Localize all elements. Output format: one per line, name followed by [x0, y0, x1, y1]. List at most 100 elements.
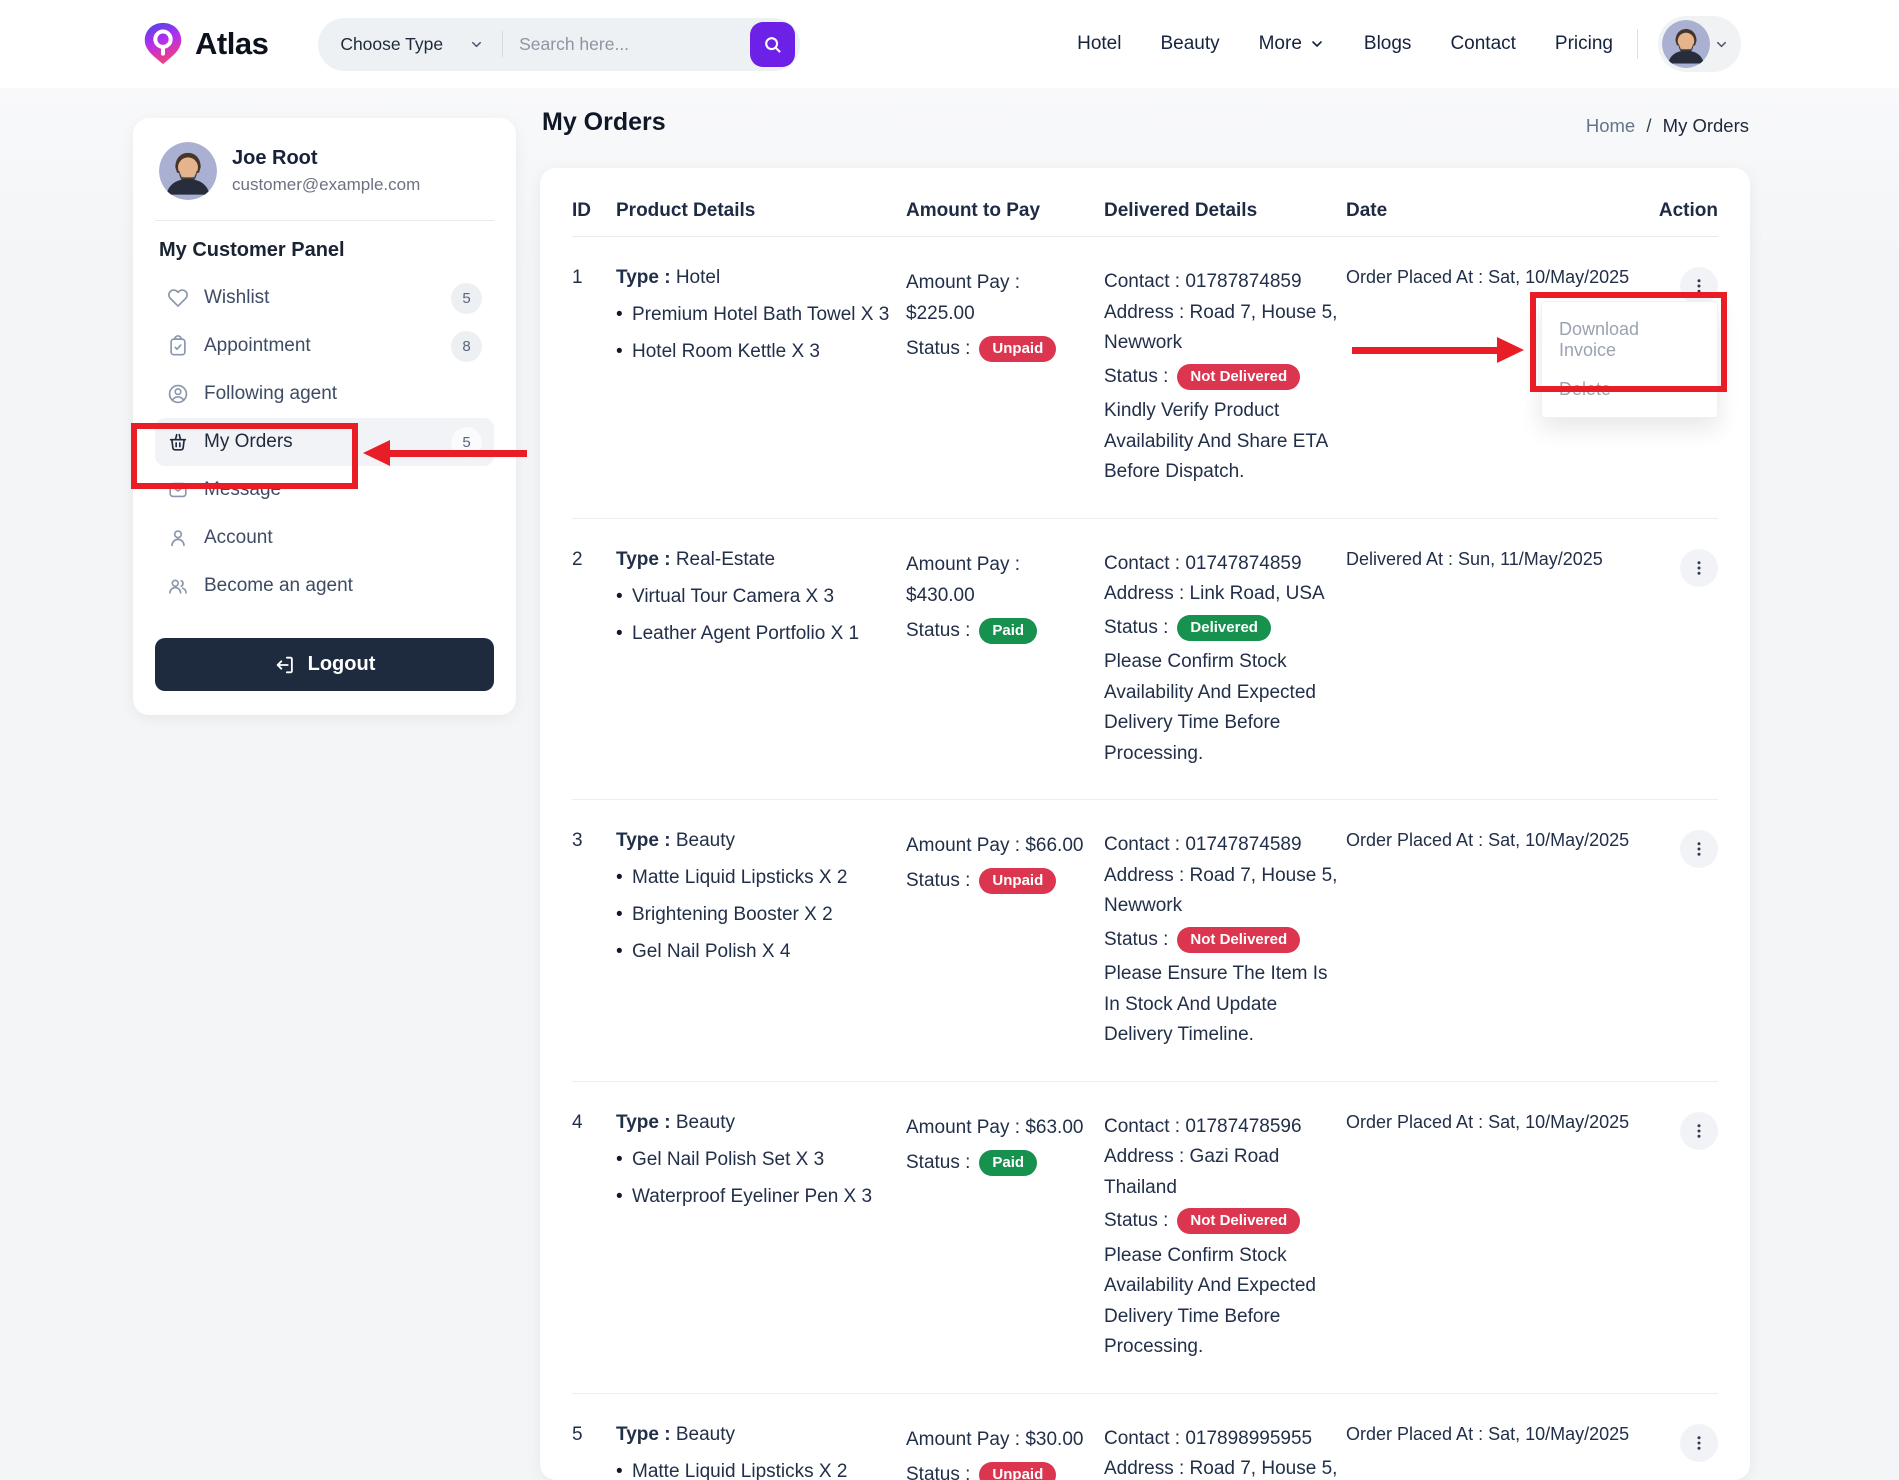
breadcrumb-current: My Orders	[1662, 115, 1749, 136]
amount-cell: Amount Pay : $430.00 Status : Paid	[906, 549, 1104, 644]
user-summary: Joe Root customer@example.com	[155, 142, 494, 200]
delivery-status-badge: Delivered	[1177, 614, 1271, 641]
contact: Contact : 01787478596	[1104, 1115, 1302, 1137]
sidebar-menu: Wishlist 5 Appointment 8 Following agent…	[155, 274, 494, 610]
payment-status-badge: Unpaid	[979, 868, 1057, 894]
delivery-note: Kindly Verify Product Availability And S…	[1104, 400, 1328, 482]
brand-name: Atlas	[195, 26, 269, 61]
amount-lines: Amount Pay : $66.00	[906, 830, 1104, 861]
col-delivered: Delivered Details	[1104, 200, 1258, 221]
row-actions-button[interactable]	[1680, 267, 1718, 305]
amount-lines: Amount Pay : $430.00	[906, 549, 1104, 611]
sidebar-item[interactable]: Message	[155, 466, 494, 514]
heart-icon	[167, 287, 189, 309]
navbar-divider	[1637, 29, 1638, 59]
delivered-details-cell: Contact : 017898995955 Address : Road 7,…	[1104, 1424, 1346, 1480]
page-title: My Orders	[542, 108, 666, 136]
user-icon	[167, 527, 189, 549]
row-actions-button[interactable]	[1680, 1111, 1718, 1150]
delivery-note: Please Confirm Stock Availability And Ex…	[1104, 651, 1316, 764]
top-navbar: Atlas Choose Type Hotel Beauty	[0, 0, 1899, 88]
date-cell: Order Placed At : Sat, 10/May/2025	[1346, 1423, 1630, 1444]
product-item: Waterproof Eyeliner Pen X 3	[616, 1185, 906, 1208]
table-header-row: ID Product Details Amount to Pay Deliver…	[572, 196, 1718, 237]
nav-link[interactable]: Contact	[1450, 33, 1516, 54]
delivered-details-cell: Contact : 01787874859 Address : Road 7, …	[1104, 267, 1346, 488]
search-divider	[502, 31, 504, 57]
kebab-menu-icon	[1690, 840, 1708, 858]
product-item: Premium Hotel Bath Towel X 3	[616, 303, 906, 326]
nav-link[interactable]: More	[1259, 33, 1325, 55]
table-row: 1 Type : Hotel Premium Hotel Bath Towel …	[572, 237, 1718, 519]
delivery-status-badge: Not Delivered	[1177, 926, 1301, 953]
chevron-down-icon	[1714, 37, 1729, 52]
order-id: 5	[572, 1423, 583, 1445]
table-row: 4 Type : Beauty Gel Nail Polish Set X 3W…	[572, 1082, 1718, 1394]
breadcrumb: Home / My Orders	[1585, 115, 1749, 136]
sidebar-item[interactable]: Become an agent	[155, 562, 494, 610]
brand-logo[interactable]: Atlas	[140, 21, 269, 67]
amount-lines: Amount Pay : $30.00	[906, 1424, 1104, 1455]
action-dropdown-menu: Download Invoice Delete	[1541, 301, 1718, 418]
order-id: 4	[572, 1111, 583, 1133]
row-actions-button[interactable]	[1680, 1423, 1718, 1462]
sidebar-item[interactable]: Appointment 8	[155, 322, 494, 370]
sidebar-item[interactable]: My Orders 5	[155, 418, 494, 466]
amount-cell: Amount Pay : $225.00 Status : Unpaid	[906, 267, 1104, 362]
delivery-note: Please Confirm Stock Availability And Ex…	[1104, 1244, 1316, 1358]
kebab-menu-icon	[1690, 1434, 1708, 1452]
product-details-cell: Type : Real-Estate Virtual Tour Camera X…	[616, 549, 906, 645]
dropdown-menu-item[interactable]: Download Invoice	[1559, 319, 1640, 360]
product-list: Premium Hotel Bath Towel X 3 Hotel Room K…	[616, 303, 906, 363]
product-item: Matte Liquid Lipsticks X 2	[616, 1460, 906, 1480]
orders-table-card: ID Product Details Amount to Pay Deliver…	[540, 168, 1750, 1480]
sidebar-item[interactable]: Following agent	[155, 370, 494, 418]
amount-text: Amount Pay : $63.00	[906, 1116, 1084, 1138]
order-type: Beauty	[675, 1111, 735, 1133]
divider	[155, 220, 494, 221]
table-row: 5 Type : Beauty Matte Liquid Lipsticks X…	[572, 1394, 1718, 1480]
basket-icon	[167, 431, 189, 453]
product-item: Gel Nail Polish X 4	[616, 940, 906, 963]
contact: Contact : 01747874859	[1104, 552, 1302, 574]
product-item: Hotel Room Kettle X 3	[616, 340, 906, 363]
search-button[interactable]	[750, 21, 796, 67]
count-badge: 8	[451, 330, 482, 362]
logout-button[interactable]: Logout	[155, 638, 494, 691]
contact: Contact : 017898995955	[1104, 1427, 1313, 1449]
date-cell: Order Placed At : Sat, 10/May/2025	[1346, 267, 1630, 287]
search-input[interactable]	[519, 33, 751, 55]
payment-status-badge: Unpaid	[979, 1461, 1057, 1480]
sidebar-item[interactable]: Account	[155, 514, 494, 562]
amount-text: Amount Pay : $30.00	[906, 1428, 1084, 1450]
date-cell: Order Placed At : Sat, 10/May/2025	[1346, 1111, 1630, 1132]
delivered-details-cell: Contact : 01787478596 Address : Gazi Roa…	[1104, 1112, 1346, 1363]
chevron-down-icon	[469, 37, 484, 52]
amount-lines: Amount Pay : $63.00	[906, 1112, 1104, 1143]
product-details-cell: Type : Beauty Gel Nail Polish Set X 3Wat…	[616, 1112, 906, 1208]
row-actions-button[interactable]	[1680, 830, 1718, 868]
nav-link[interactable]: Hotel	[1077, 33, 1122, 54]
choose-type-select[interactable]: Choose Type	[340, 34, 484, 55]
map-pin-logo-icon	[140, 21, 186, 67]
search-bar: Choose Type	[318, 17, 801, 71]
amount-cell: Amount Pay : $63.00 Status : Paid	[906, 1112, 1104, 1176]
address: Address : Road 7, House 5, Newwork	[1104, 301, 1338, 354]
nav-link[interactable]: Pricing	[1554, 33, 1613, 54]
nav-link[interactable]: Blogs	[1363, 33, 1412, 54]
col-action: Action	[1658, 200, 1718, 221]
nav-link[interactable]: Beauty	[1160, 33, 1220, 54]
order-id: 3	[572, 830, 583, 851]
sidebar-item[interactable]: Wishlist 5	[155, 274, 494, 322]
row-actions-button[interactable]	[1680, 548, 1718, 587]
table-row: 3 Type : Beauty Matte Liquid Lipsticks X…	[572, 800, 1718, 1082]
product-item: Virtual Tour Camera X 3	[616, 585, 906, 608]
dropdown-menu-item[interactable]: Delete	[1559, 379, 1612, 399]
user-menu[interactable]	[1658, 16, 1741, 72]
breadcrumb-home-link[interactable]: Home	[1585, 115, 1636, 136]
table-row: 2 Type : Real-Estate Virtual Tour Camera…	[572, 519, 1718, 800]
order-type: Real-Estate	[675, 548, 776, 570]
delivery-status-badge: Not Delivered	[1177, 1208, 1301, 1235]
amount-text: $430.00	[906, 584, 975, 606]
product-list: Gel Nail Polish Set X 3 Waterproof Eyelin…	[616, 1148, 906, 1208]
